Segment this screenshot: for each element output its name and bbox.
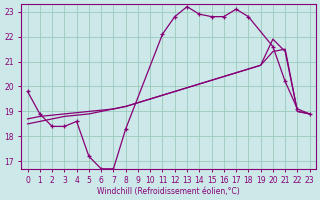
X-axis label: Windchill (Refroidissement éolien,°C): Windchill (Refroidissement éolien,°C) xyxy=(97,187,240,196)
